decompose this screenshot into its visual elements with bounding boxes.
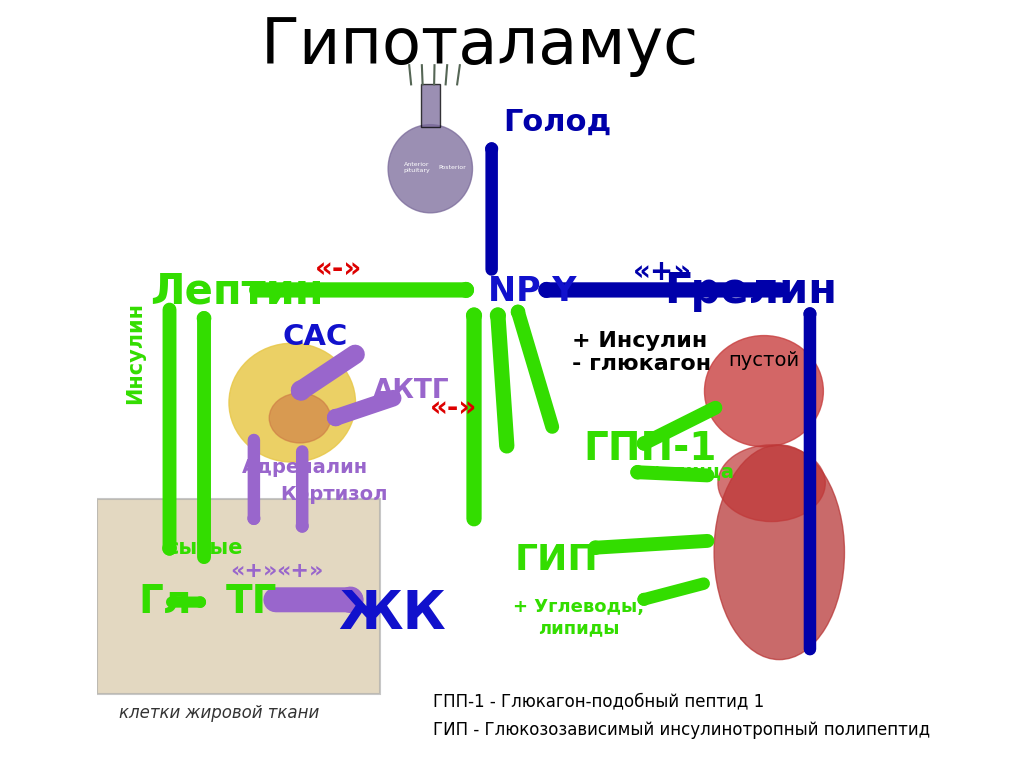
- Ellipse shape: [718, 445, 825, 522]
- Text: NP Y: NP Y: [487, 275, 577, 308]
- Ellipse shape: [229, 344, 355, 462]
- Text: «-»: «-»: [314, 255, 361, 282]
- Text: + Углеводы,
липиды: + Углеводы, липиды: [513, 598, 644, 637]
- Text: Инсулин: Инсулин: [125, 302, 145, 403]
- FancyBboxPatch shape: [96, 499, 381, 694]
- Text: «+»: «+»: [230, 561, 278, 581]
- Text: «+»: «+»: [276, 561, 324, 581]
- Text: АКТГ: АКТГ: [373, 378, 450, 404]
- FancyBboxPatch shape: [421, 84, 440, 127]
- Text: Грелин: Грелин: [664, 271, 837, 312]
- Text: ГИП - Глюкозозависимый инсулинотропный полипептид: ГИП - Глюкозозависимый инсулинотропный п…: [432, 721, 930, 739]
- Ellipse shape: [714, 445, 845, 660]
- Text: Гл: Гл: [139, 583, 193, 621]
- Text: пустой: пустой: [728, 351, 800, 370]
- Text: сытые: сытые: [166, 538, 243, 558]
- Text: «-»: «-»: [430, 394, 477, 422]
- Text: ГИП: ГИП: [515, 543, 598, 577]
- Text: «+»: «+»: [633, 258, 692, 286]
- Text: ТГ: ТГ: [225, 583, 278, 621]
- Text: Адреналин: Адреналин: [243, 459, 369, 477]
- Text: ГПП-1 - Глюкагон-подобный пептид 1: ГПП-1 - Глюкагон-подобный пептид 1: [432, 693, 764, 711]
- Text: + Инсулин
- глюкагон: + Инсулин - глюкагон: [572, 331, 712, 374]
- Text: ЖК: ЖК: [338, 588, 445, 640]
- Text: Anterior
pituitary: Anterior pituitary: [403, 162, 430, 173]
- Text: Кортизол: Кортизол: [281, 486, 388, 504]
- Text: Posterior: Posterior: [438, 165, 466, 170]
- Text: САС: САС: [283, 324, 348, 351]
- Text: Гипоталамус: Гипоталамус: [261, 15, 699, 77]
- Ellipse shape: [705, 336, 823, 446]
- Ellipse shape: [388, 125, 472, 212]
- Ellipse shape: [269, 393, 331, 443]
- Text: клетки жировой ткани: клетки жировой ткани: [119, 704, 319, 723]
- Text: ГПП-1: ГПП-1: [584, 430, 717, 468]
- Text: Лептин: Лептин: [151, 271, 324, 312]
- Text: + пища: + пища: [649, 463, 734, 481]
- Text: Голод: Голод: [503, 108, 611, 137]
